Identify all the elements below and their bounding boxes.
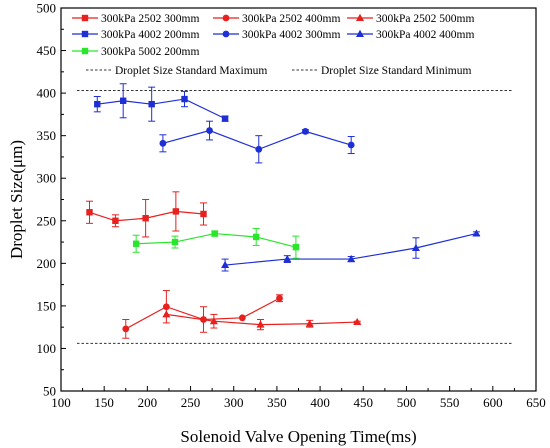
data-point [209,317,218,325]
legend-label: Droplet Size Standard Minimum [321,65,471,77]
data-point [347,254,356,263]
data-point [132,240,140,247]
legend-label: 300kPa 2502 300mm [101,13,199,25]
legend-swatch-marker [356,29,364,37]
legend-label: 300kPa 4002 300mm [242,29,340,41]
y-tick-label: 50 [43,384,56,399]
series-3 [162,310,362,331]
legend-swatch-marker [356,13,364,21]
x-tick-label: 450 [354,395,374,410]
legend: 300kPa 2502 300mm 300kPa 2502 400mm 300kPa… [72,13,474,77]
series-line [97,98,226,120]
legend-label: 300kPa 4002 200mm [101,29,199,41]
series-layer [86,83,481,339]
y-tick-label: 350 [37,128,57,143]
data-point [122,325,130,333]
data-point [276,294,283,302]
legend-label: 300kPa 4002 400mm [376,29,474,41]
x-tick-label: 150 [94,395,114,410]
data-point [172,208,180,215]
x-tick-label: 350 [267,395,287,410]
series-2 [122,290,283,339]
y-tick-label: 500 [37,1,57,16]
series-6 [221,229,481,272]
legend-label: 300kPa 5002 200mm [101,46,199,58]
legend-label: 300kPa 2502 400mm [242,13,340,25]
legend-label: Droplet Size Standard Maximum [115,65,267,77]
data-point [171,238,179,246]
x-tick-label: 550 [440,395,460,410]
data-point [353,317,362,326]
legend-item-1: 300kPa 2502 300mm [72,13,199,25]
data-point [283,254,292,263]
data-point [302,128,309,135]
legend-swatch-marker [81,14,89,22]
series-7 [132,227,300,259]
data-point [256,320,265,328]
data-point [162,303,170,311]
data-point [206,127,213,134]
data-point [86,209,93,216]
data-point [292,243,300,251]
legend-item-7: 300kPa 5002 200mm [72,46,199,58]
y-axis-title: Droplet Size(μm) [7,140,26,259]
data-point [252,233,260,241]
data-point [211,230,218,237]
data-point [221,260,230,269]
y-tick-label: 250 [37,213,57,228]
x-tick-label: 650 [526,395,546,410]
legend-item-3: 300kPa 2502 500mm [347,13,474,25]
data-point [162,310,171,318]
y-tick-label: 300 [37,171,57,186]
data-point [238,314,246,322]
legend-swatch-marker [81,30,89,38]
data-point [142,215,149,222]
x-axis-title: Solenoid Valve Opening Time(ms) [180,427,416,446]
legend-swatch-marker [222,14,230,22]
data-point [347,141,355,149]
series-4 [93,83,229,122]
x-tick-label: 500 [397,395,417,410]
legend-item-4: 300kPa 4002 200mm [72,29,199,41]
legend-item-2: 300kPa 2502 400mm [213,13,340,25]
data-point [200,210,207,218]
y-tick-label: 150 [37,298,57,313]
x-tick-label: 400 [310,395,330,410]
legend-swatch-marker [81,47,89,55]
legend-swatch-marker [222,30,230,38]
data-point [221,115,229,122]
y-tick-label: 450 [37,43,57,58]
x-tick-label: 300 [224,395,244,410]
y-tick-label: 200 [37,256,57,271]
data-point [159,139,167,147]
data-point [181,95,188,103]
legend-reference-2: Droplet Size Standard Minimum [292,65,471,77]
data-point [305,319,314,327]
data-point [148,100,155,108]
data-point [112,217,119,224]
legend-label: 300kPa 2502 500mm [376,13,474,25]
y-tick-label: 400 [37,86,57,101]
x-tick-label: 600 [483,395,503,410]
x-tick-label: 100 [51,395,71,410]
axes: 100 150 200 250 300 350 400 450 500 550 600 6505010… [37,1,546,411]
legend-reference-1: Droplet Size Standard Maximum [86,65,267,77]
data-point [472,229,481,237]
data-point [255,145,263,153]
data-point [94,100,101,108]
data-point [411,243,420,252]
series-5 [159,120,355,164]
series-1 [86,191,207,238]
x-tick-label: 200 [138,395,158,410]
x-tick-label: 250 [181,395,201,410]
y-tick-label: 100 [37,341,57,356]
legend-item-5: 300kPa 4002 300mm [213,29,340,41]
reference-lines [77,90,512,344]
data-point [119,97,127,104]
legend-item-6: 300kPa 4002 400mm [347,29,474,41]
